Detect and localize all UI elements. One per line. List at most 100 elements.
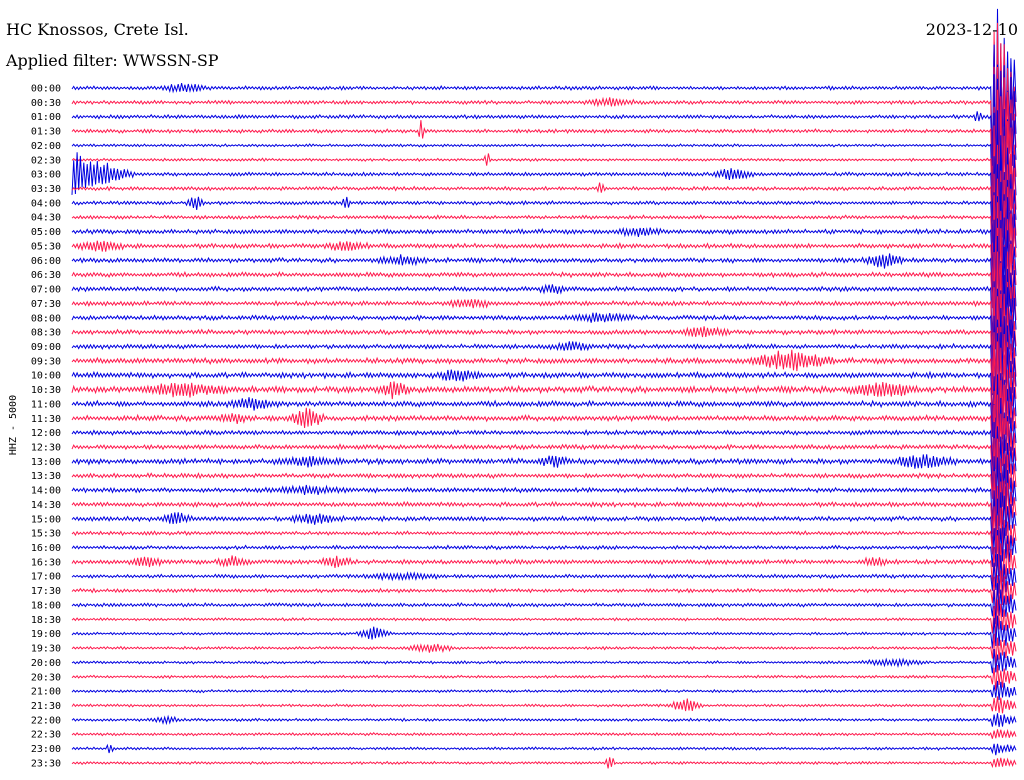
time-tick-label: 13:30	[31, 471, 61, 482]
time-tick-label: 12:00	[31, 428, 61, 439]
time-tick-label: 12:30	[31, 443, 61, 454]
time-tick-label: 22:00	[31, 715, 61, 726]
trace-row-0900	[71, 307, 1017, 403]
time-tick-label: 01:00	[31, 112, 61, 123]
time-tick-label: 11:30	[31, 414, 61, 425]
time-tick-label: 18:00	[31, 600, 61, 611]
time-tick-label: 09:30	[31, 356, 61, 367]
time-tick-label: 19:00	[31, 629, 61, 640]
time-tick-label: 06:00	[31, 256, 61, 267]
time-tick-label: 18:30	[31, 615, 61, 626]
time-tick-label: 21:00	[31, 687, 61, 698]
trace-row-2200	[71, 713, 1017, 728]
trace-row-1500	[71, 490, 1017, 550]
time-tick-label: 05:00	[31, 227, 61, 238]
trace-row-0300	[71, 110, 1017, 224]
time-tick-label: 21:30	[31, 701, 61, 712]
trace-row-1130	[71, 380, 1017, 463]
trace-row-0500	[71, 181, 1017, 303]
time-tick-label: 14:00	[31, 486, 61, 497]
trace-row-1800	[71, 583, 1017, 625]
time-tick-label: 20:30	[31, 672, 61, 683]
trace-row-1930	[71, 633, 1017, 666]
time-tick-label: 06:30	[31, 270, 61, 281]
trace-row-0400	[71, 145, 1017, 261]
time-tick-label: 13:00	[31, 457, 61, 468]
time-tick-label: 23:00	[31, 744, 61, 755]
time-tick-label: 17:30	[31, 586, 61, 597]
trace-row-1430	[71, 471, 1017, 535]
trace-row-0030	[71, 22, 1017, 182]
trace-row-0600	[71, 217, 1017, 318]
trace-row-1200	[71, 397, 1017, 470]
time-tick-label: 16:30	[31, 557, 61, 568]
trace-row-1000	[71, 332, 1017, 430]
time-tick-label: 08:30	[31, 328, 61, 339]
trace-row-1330	[71, 438, 1017, 511]
trace-row-1730	[71, 570, 1017, 616]
trace-row-1530	[71, 506, 1017, 560]
trace-row-1630	[71, 535, 1017, 588]
time-tick-label: 02:00	[31, 141, 61, 152]
time-tick-label: 08:00	[31, 313, 61, 324]
time-tick-label: 00:00	[31, 84, 61, 95]
trace-row-1030	[71, 339, 1017, 429]
time-tick-label: 17:00	[31, 572, 61, 583]
time-tick-label: 10:00	[31, 371, 61, 382]
trace-row-0000	[71, 8, 1017, 159]
trace-row-0430	[71, 170, 1017, 273]
trace-row-0730	[71, 251, 1017, 359]
time-tick-label: 10:30	[31, 385, 61, 396]
filter-label: Applied filter: WWSSN-SP	[6, 51, 219, 70]
channel-label: HHZ - 5000	[8, 395, 19, 455]
time-tick-label: 07:00	[31, 285, 61, 296]
trace-row-0130	[71, 66, 1017, 203]
time-tick-label: 04:30	[31, 213, 61, 224]
time-tick-label: 20:00	[31, 658, 61, 669]
trace-row-1830	[71, 599, 1017, 638]
trace-row-1600	[71, 527, 1017, 568]
time-tick-label: 09:00	[31, 342, 61, 353]
trace-row-2300	[71, 743, 1017, 756]
time-tick-label: 11:00	[31, 399, 61, 410]
trace-row-0200	[71, 74, 1017, 219]
time-tick-label: 14:30	[31, 500, 61, 511]
time-tick-label: 04:00	[31, 198, 61, 209]
trace-row-0530	[71, 195, 1017, 302]
trace-row-0230	[71, 89, 1017, 229]
trace-row-0700	[71, 228, 1017, 347]
trace-row-0930	[71, 326, 1017, 412]
trace-row-1900	[71, 615, 1017, 649]
date-label: 2023-12-10	[925, 20, 1018, 39]
time-tick-label: 03:00	[31, 170, 61, 181]
trace-row-0830	[71, 287, 1017, 389]
time-tick-label: 03:30	[31, 184, 61, 195]
trace-row-1230	[71, 404, 1017, 482]
trace-row-1700	[71, 553, 1017, 598]
time-tick-label: 23:30	[31, 758, 61, 769]
time-tick-label: 16:00	[31, 543, 61, 554]
trace-row-0330	[71, 125, 1017, 250]
time-tick-label: 00:30	[31, 98, 61, 109]
trace-row-2330	[71, 757, 1017, 769]
trace-row-2030	[71, 664, 1017, 691]
time-tick-label: 15:00	[31, 514, 61, 525]
station-title: HC Knossos, Crete Isl.	[6, 20, 189, 39]
trace-row-0100	[71, 44, 1017, 170]
trace-row-0630	[71, 227, 1017, 321]
time-tick-label: 15:30	[31, 529, 61, 540]
time-tick-label: 02:30	[31, 155, 61, 166]
trace-row-0800	[71, 274, 1017, 368]
time-tick-label: 22:30	[31, 730, 61, 741]
trace-row-1300	[71, 421, 1017, 497]
trace-row-1100	[71, 373, 1017, 455]
trace-row-2230	[71, 728, 1017, 739]
time-tick-label: 01:30	[31, 127, 61, 138]
trace-row-2000	[71, 648, 1017, 674]
trace-row-2100	[71, 680, 1017, 701]
trace-row-1400	[71, 456, 1017, 525]
time-tick-label: 07:30	[31, 299, 61, 310]
time-tick-label: 05:30	[31, 241, 61, 252]
time-tick-label: 19:30	[31, 644, 61, 655]
